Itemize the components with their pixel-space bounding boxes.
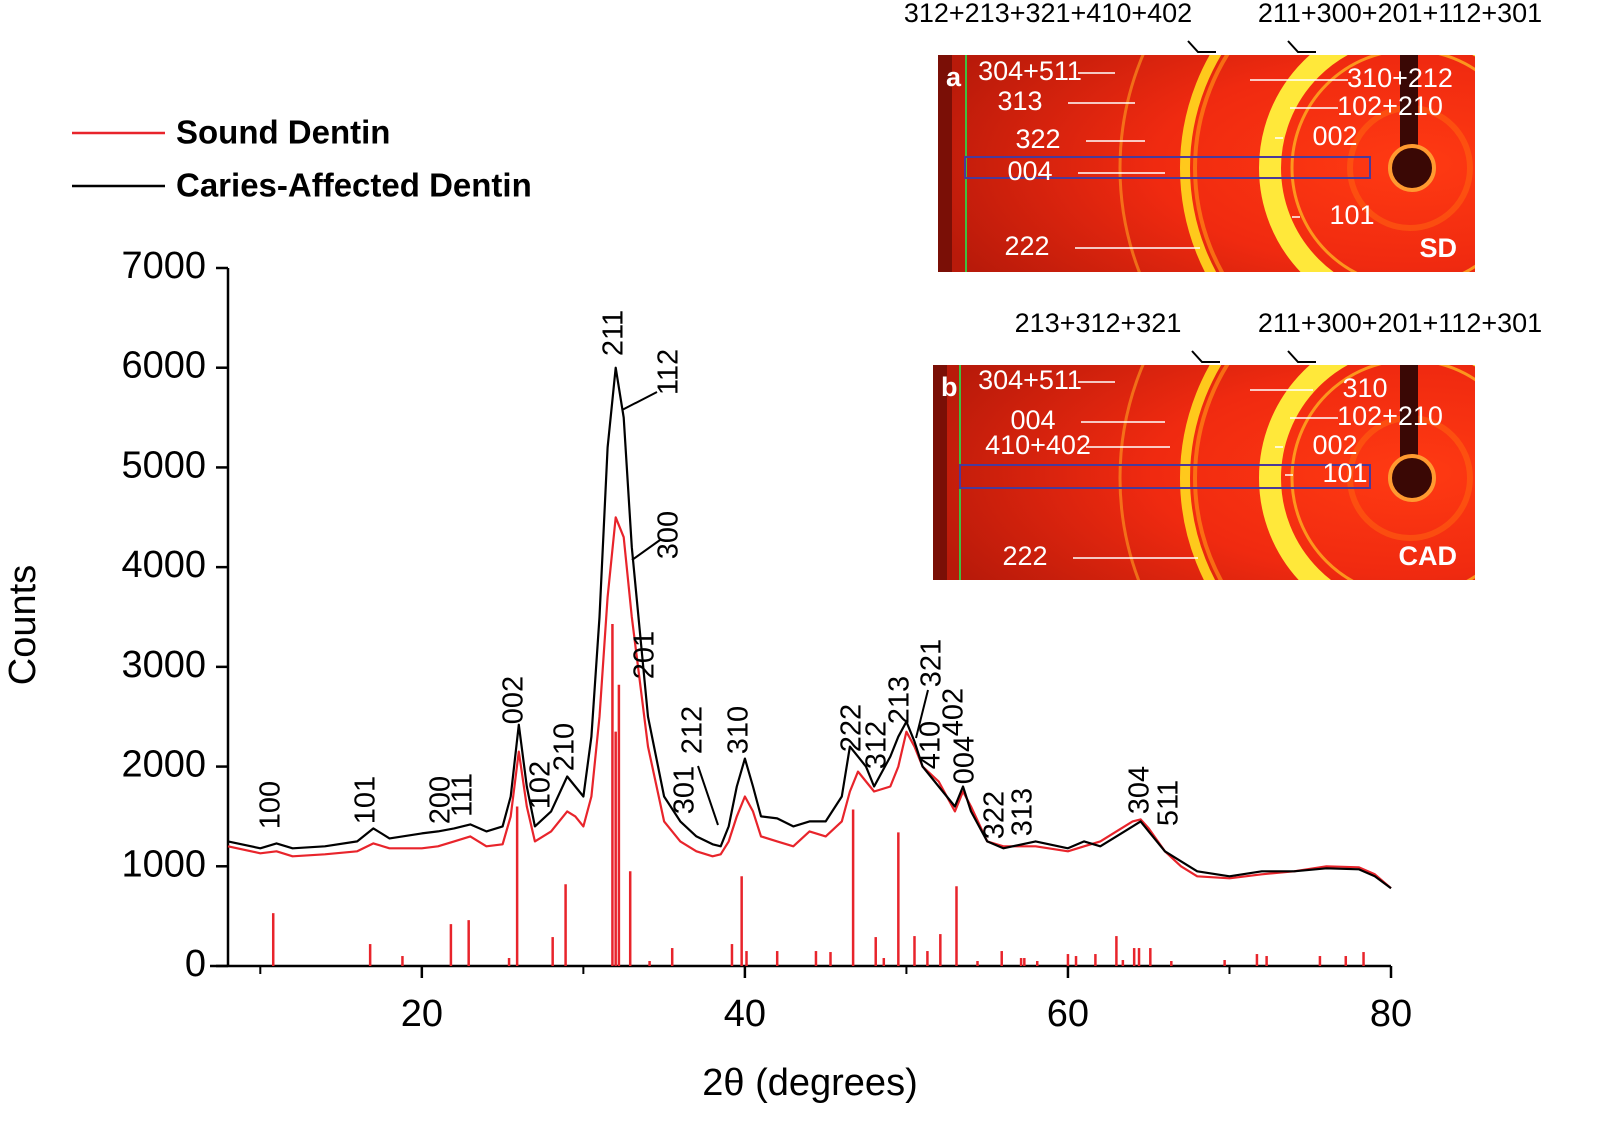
inset-ring-label: 310+212 <box>1347 63 1453 93</box>
inset-tag: CAD <box>1399 541 1458 571</box>
diffraction-ring <box>1180 55 1222 272</box>
peak-label: 101 <box>350 776 382 824</box>
inset-ring-label: 101 <box>1329 200 1374 230</box>
inset-box <box>964 156 1371 179</box>
y-tick-label: 4000 <box>121 544 206 586</box>
inset-edge <box>933 365 947 580</box>
data-line <box>227 516 1392 890</box>
diffraction-ring <box>1290 55 1475 272</box>
diffraction-ring <box>1290 365 1475 580</box>
peak-label: 004 <box>949 736 981 784</box>
legend-label: Sound Dentin <box>176 114 390 151</box>
inset-tag: SD <box>1419 233 1457 263</box>
beam-center <box>1388 144 1436 192</box>
diffraction-ring <box>1193 55 1230 272</box>
peak-label: 201 <box>629 631 661 679</box>
diffraction-ring <box>1118 55 1145 272</box>
leader-line <box>697 765 719 826</box>
x-tick-label: 40 <box>724 993 766 1035</box>
diffraction-ring <box>1259 365 1475 580</box>
peak-label: 300 <box>653 511 685 559</box>
inset-ring-label: 102+210 <box>1337 401 1443 431</box>
inset-ring-label: 101 <box>1322 458 1367 488</box>
peak-label: 322 <box>979 791 1011 839</box>
inset-ring-label: 102+210 <box>1337 91 1443 121</box>
x-tick-label: 80 <box>1370 993 1412 1035</box>
inset-ring-label: 004 <box>1010 405 1055 435</box>
diffraction-ring <box>1259 55 1475 272</box>
inset-box <box>959 464 1371 489</box>
beam-stop <box>1400 365 1418 478</box>
peak-label: 200 <box>425 776 457 824</box>
beam-center <box>1388 454 1436 502</box>
y-tick-label: 3000 <box>121 644 206 686</box>
inset-ring-label: 313 <box>997 86 1042 116</box>
peak-label: 313 <box>1007 788 1039 836</box>
peak-label: 301 <box>669 766 701 814</box>
inset-ring-label: 304+511 <box>978 365 1082 395</box>
data-line <box>227 366 1392 890</box>
inset-ring-label: 004 <box>1007 156 1052 186</box>
peak-label: 002 <box>498 676 530 724</box>
peak-label: 511 <box>1153 780 1185 826</box>
y-tick-label: 0 <box>185 943 206 985</box>
y-tick-label: 2000 <box>121 744 206 786</box>
y-tick-label: 6000 <box>121 345 206 387</box>
inset-top-label: 213+312+321 <box>1015 308 1182 338</box>
peak-label: 402 <box>938 688 970 736</box>
inset-rings <box>933 365 1475 580</box>
inset-ring-label: 222 <box>1002 541 1047 571</box>
peak-label: 321 <box>916 639 948 687</box>
y-tick-label: 7000 <box>121 245 206 287</box>
inset-edge <box>938 55 952 272</box>
ring-indicator <box>1187 40 1216 53</box>
peak-label: 102 <box>525 761 557 809</box>
leader-line <box>631 539 661 561</box>
y-axis-label: Counts <box>2 565 44 685</box>
y-tick-label: 1000 <box>121 843 206 885</box>
inset-ring-label: 222 <box>1004 231 1049 261</box>
peak-label: 211 <box>598 310 630 356</box>
peak-label: 222 <box>836 704 868 752</box>
x-axis-label: 2θ (degrees) <box>702 1062 917 1104</box>
peak-label: 100 <box>255 781 287 829</box>
diffraction-ring <box>1193 365 1230 580</box>
diffraction-ring <box>1180 365 1222 580</box>
inset-panel: a <box>946 62 962 92</box>
peak-label: 212 <box>677 706 709 754</box>
peak-label: 410 <box>915 721 947 769</box>
leader-line <box>915 689 929 739</box>
beam-stop <box>1400 55 1418 168</box>
inset-ring-label: 002 <box>1312 430 1357 460</box>
peak-label: 111 <box>447 773 479 817</box>
inset-ring-label: 304+511 <box>978 56 1082 86</box>
ring-indicator <box>1287 350 1316 363</box>
inset-ring-label: 322 <box>1015 124 1060 154</box>
peak-label: 310 <box>723 706 755 754</box>
inset-ring-label: 002 <box>1312 121 1357 151</box>
leader-line <box>621 391 658 411</box>
x-tick-label: 60 <box>1047 993 1089 1035</box>
x-tick-label: 20 <box>401 993 443 1035</box>
inset-rings <box>938 55 1475 272</box>
inset-top-label: 211+300+201+112+301 <box>1258 308 1542 338</box>
peak-label: 304 <box>1124 766 1156 814</box>
inset-panel: b <box>941 372 958 402</box>
peak-label: 213 <box>884 676 916 724</box>
y-tick-label: 5000 <box>121 444 206 486</box>
inset-top-label: 211+300+201+112+301 <box>1258 0 1542 28</box>
peak-label: 112 <box>653 349 685 395</box>
peak-label: 210 <box>549 723 581 771</box>
diffraction-ring <box>1118 365 1145 580</box>
ring-indicator <box>1191 350 1220 363</box>
inset-ring-label: 410+402 <box>985 430 1091 460</box>
peak-label: 312 <box>861 721 893 769</box>
legend-label: Caries-Affected Dentin <box>176 167 532 204</box>
ring-indicator <box>1287 40 1316 53</box>
inset-ring-label: 310 <box>1342 373 1387 403</box>
inset-top-label: 312+213+321+410+402 <box>904 0 1192 28</box>
